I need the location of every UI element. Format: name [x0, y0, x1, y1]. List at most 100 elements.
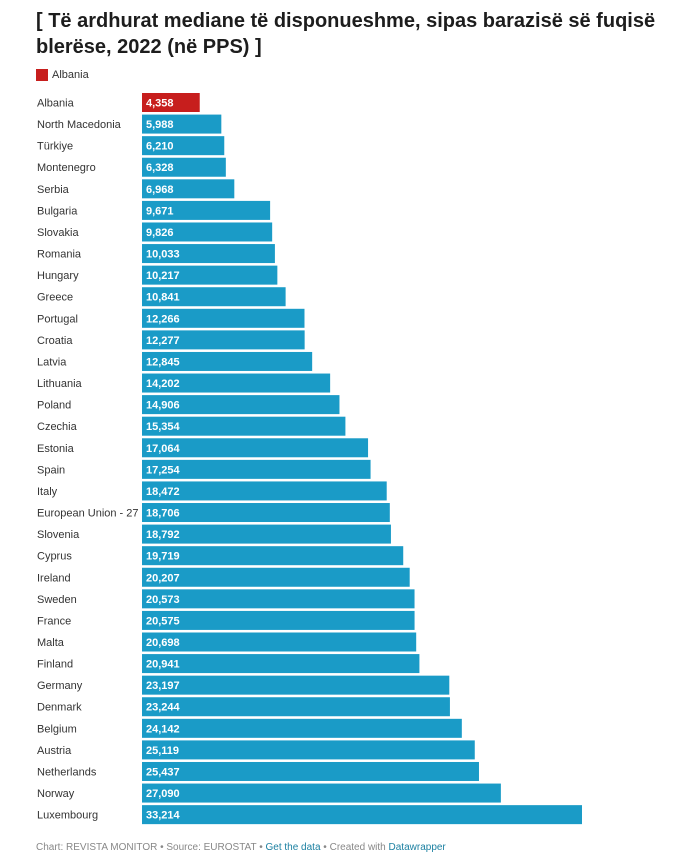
- value-label: 20,575: [146, 615, 180, 627]
- bar: [142, 459, 371, 479]
- category-label: Norway: [37, 788, 75, 800]
- value-label: 20,207: [146, 572, 180, 584]
- bar: [142, 287, 286, 307]
- category-label: Luxembourg: [37, 810, 98, 822]
- category-label: Latvia: [37, 356, 67, 368]
- bar: [142, 567, 410, 587]
- value-label: 9,671: [146, 205, 174, 217]
- category-label: Slovenia: [37, 529, 80, 541]
- value-label: 15,354: [146, 421, 181, 433]
- bar: [142, 200, 271, 220]
- category-label: Spain: [37, 464, 65, 476]
- category-label: Netherlands: [37, 766, 97, 778]
- category-label: Poland: [37, 400, 71, 412]
- value-label: 12,845: [146, 356, 180, 368]
- bar: [142, 351, 313, 371]
- bar: [142, 654, 420, 674]
- category-label: Croatia: [37, 335, 73, 347]
- value-label: 9,826: [146, 227, 174, 239]
- category-label: Italy: [37, 486, 58, 498]
- value-label: 20,941: [146, 659, 180, 671]
- bar: [142, 697, 450, 717]
- value-label: 25,437: [146, 766, 180, 778]
- category-label: Romania: [37, 249, 82, 261]
- category-label: Germany: [37, 680, 83, 692]
- value-label: 18,472: [146, 486, 180, 498]
- bar: [142, 93, 200, 112]
- bar: [142, 244, 275, 264]
- category-label: Estonia: [37, 443, 75, 455]
- category-label: Türkiye: [37, 141, 73, 153]
- value-label: 6,968: [146, 184, 174, 196]
- value-label: 25,119: [146, 745, 179, 757]
- category-label: Greece: [37, 292, 73, 304]
- category-label: Lithuania: [37, 378, 83, 390]
- category-label: North Macedonia: [37, 119, 122, 131]
- category-label: Hungary: [37, 270, 79, 282]
- value-label: 17,064: [146, 443, 181, 455]
- value-label: 10,217: [146, 270, 180, 282]
- category-label: Finland: [37, 659, 73, 671]
- bar: [142, 589, 415, 609]
- category-label: Bulgaria: [37, 205, 78, 217]
- category-label: France: [37, 615, 71, 627]
- legend-swatch: [36, 69, 48, 81]
- value-label: 18,706: [146, 508, 180, 520]
- bar: [142, 114, 222, 134]
- category-label: Austria: [37, 745, 72, 757]
- category-label: Czechia: [37, 421, 78, 433]
- bar: [142, 481, 387, 501]
- bar: [142, 740, 475, 760]
- footer-created-with: Created with: [329, 842, 389, 853]
- value-label: 19,719: [146, 551, 180, 563]
- value-label: 14,906: [146, 400, 180, 412]
- value-label: 10,841: [146, 292, 180, 304]
- footer: Chart: REVISTA MONITOR • Source: EUROSTA…: [36, 842, 446, 853]
- category-label: Sweden: [37, 594, 77, 606]
- value-label: 33,214: [146, 810, 181, 822]
- category-label: Slovakia: [37, 227, 79, 239]
- category-label: Denmark: [37, 702, 82, 714]
- bar: [142, 718, 462, 738]
- value-label: 20,573: [146, 594, 180, 606]
- bar: [142, 222, 273, 242]
- footer-source: Source: EUROSTAT: [166, 842, 257, 853]
- bar: [142, 395, 340, 415]
- legend-label: Albania: [52, 69, 89, 81]
- category-label: Ireland: [37, 572, 71, 584]
- bar: [142, 136, 225, 156]
- bar: [142, 783, 501, 803]
- legend: Albania: [36, 69, 89, 81]
- value-label: 27,090: [146, 788, 180, 800]
- chart-title: [ Të ardhurat mediane të disponueshme, s…: [36, 10, 656, 58]
- value-label: 10,033: [146, 249, 180, 261]
- value-label: 23,244: [146, 702, 181, 714]
- value-label: 5,988: [146, 119, 174, 131]
- bar: [142, 805, 582, 825]
- bar: [142, 157, 226, 177]
- value-label: 20,698: [146, 637, 180, 649]
- bar: [142, 761, 479, 781]
- datawrapper-link[interactable]: Datawrapper: [388, 842, 446, 853]
- value-label: 12,266: [146, 313, 180, 325]
- category-label: Albania: [37, 98, 75, 110]
- value-label: 18,792: [146, 529, 180, 541]
- category-label: Malta: [37, 637, 65, 649]
- value-label: 12,277: [146, 335, 180, 347]
- value-label: 17,254: [146, 464, 181, 476]
- bar-chart: Albania 4,358 North Macedonia 5,988 Türkiye 6…: [37, 93, 582, 825]
- value-label: 6,328: [146, 162, 174, 174]
- category-label: Cyprus: [37, 551, 72, 563]
- bar: [142, 524, 391, 544]
- value-label: 14,202: [146, 378, 180, 390]
- footer-chart-credit: Chart: REVISTA MONITOR: [36, 842, 158, 853]
- category-label: Belgium: [37, 723, 77, 735]
- bar: [142, 632, 417, 652]
- category-label: Portugal: [37, 313, 78, 325]
- get-the-data-link[interactable]: Get the data: [265, 842, 321, 853]
- bar: [142, 373, 331, 393]
- category-label: Montenegro: [37, 162, 96, 174]
- bar: [142, 546, 404, 566]
- bar: [142, 330, 305, 350]
- bar: [142, 610, 415, 630]
